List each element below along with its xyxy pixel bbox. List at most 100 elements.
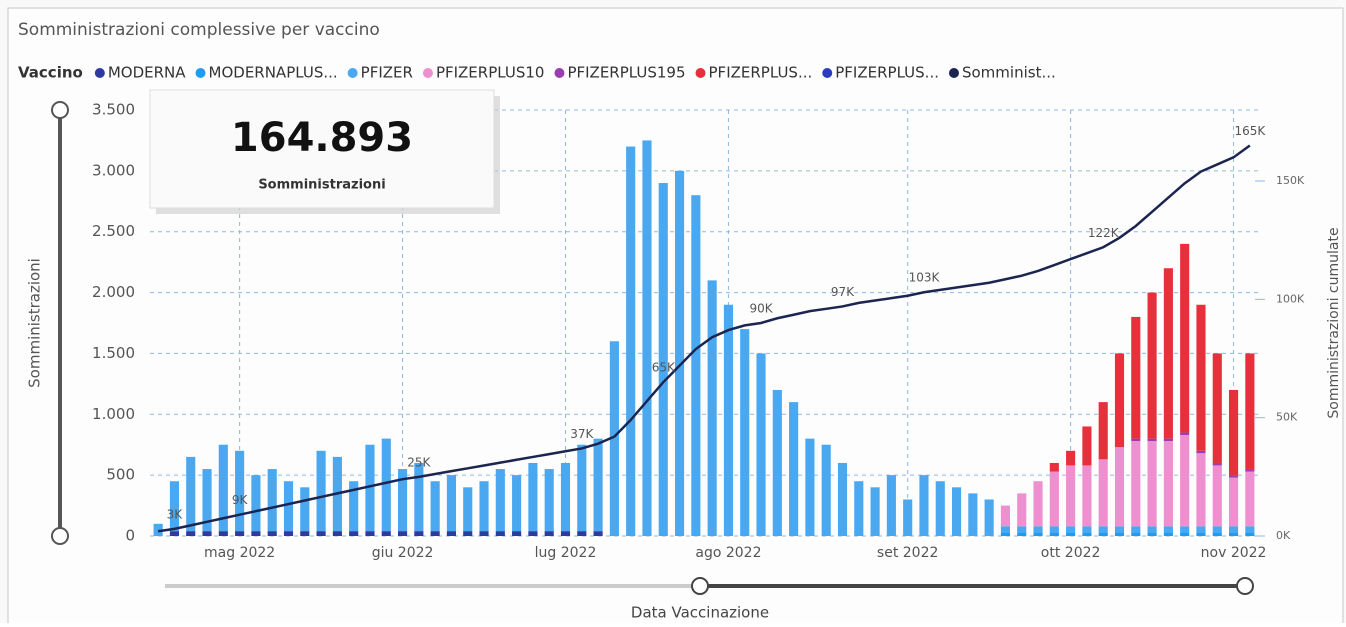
- bar: [332, 531, 342, 536]
- bar: [1180, 434, 1190, 527]
- y2-axis-title: Somministrazioni cumulate: [1326, 227, 1342, 418]
- y-tick-label: 500: [106, 466, 135, 484]
- bar: [984, 499, 994, 536]
- data-label: 122K: [1088, 226, 1120, 240]
- data-label: 3K: [167, 507, 184, 521]
- bar: [1131, 316, 1141, 439]
- bar: [1098, 526, 1108, 533]
- bar: [169, 481, 180, 532]
- bar: [1196, 453, 1206, 527]
- legend-marker: [195, 68, 206, 78]
- bar: [544, 469, 554, 532]
- bar: [202, 531, 212, 536]
- slider-handle[interactable]: [1236, 577, 1254, 595]
- x-tick-label: ott 2022: [1041, 545, 1101, 561]
- bar: [1163, 526, 1173, 533]
- bar: [1196, 532, 1206, 536]
- bar: [235, 531, 245, 536]
- bar: [1082, 526, 1092, 533]
- bar: [968, 493, 978, 536]
- bar: [495, 531, 505, 536]
- x-tick-label: ago 2022: [695, 545, 761, 561]
- bar: [1033, 532, 1043, 536]
- bar: [479, 531, 489, 536]
- bar: [772, 389, 782, 536]
- bar: [1163, 441, 1173, 527]
- bar: [1180, 243, 1190, 433]
- bar: [300, 487, 310, 532]
- bar: [316, 531, 326, 536]
- legend-marker: [422, 68, 433, 78]
- bar: [1098, 402, 1108, 460]
- bar: [1066, 450, 1076, 466]
- bar: [1245, 469, 1255, 472]
- bar: [1212, 532, 1222, 536]
- bar: [1180, 532, 1190, 536]
- bar: [365, 444, 375, 532]
- bar: [202, 469, 212, 532]
- bar: [1196, 304, 1206, 451]
- bar: [1147, 292, 1157, 439]
- bar: [186, 531, 196, 536]
- x-axis-title: Data Vaccinazione: [631, 604, 769, 622]
- legend-marker: [94, 68, 105, 78]
- bar: [1017, 532, 1027, 536]
- y2-tick-label: 0K: [1276, 529, 1291, 542]
- bar: [658, 183, 668, 536]
- bar: [283, 531, 294, 536]
- bar: [1163, 268, 1173, 439]
- bar: [805, 438, 815, 536]
- y2-tick-label: 100K: [1276, 292, 1305, 305]
- legend-marker: [695, 68, 706, 78]
- bar: [593, 531, 603, 536]
- slider-handle[interactable]: [51, 527, 69, 545]
- y-tick-label: 3.500: [92, 101, 135, 119]
- bar: [1000, 505, 1011, 527]
- bar: [512, 531, 522, 536]
- bar: [560, 462, 571, 532]
- bar: [528, 462, 538, 532]
- bar: [381, 531, 391, 536]
- bar: [283, 481, 294, 532]
- bar: [1196, 526, 1206, 533]
- bar: [626, 146, 636, 536]
- bar: [1017, 526, 1027, 533]
- data-label: 25K: [407, 455, 431, 469]
- bar: [1228, 475, 1239, 478]
- y2-tick-label: 50K: [1276, 411, 1298, 424]
- x-tick-label: giu 2022: [372, 545, 434, 561]
- bar: [1228, 532, 1239, 536]
- bar: [789, 402, 799, 536]
- bar: [463, 531, 473, 536]
- bar: [300, 531, 310, 536]
- bar: [1147, 532, 1157, 536]
- y-axis-title: Somministrazioni: [26, 258, 44, 388]
- bar: [251, 531, 261, 536]
- bar: [1245, 353, 1255, 470]
- legend-marker: [554, 68, 565, 78]
- bar: [1082, 532, 1092, 536]
- bar: [316, 450, 326, 532]
- bar: [1000, 532, 1011, 536]
- slider-handle[interactable]: [51, 101, 69, 119]
- bar: [1131, 441, 1141, 527]
- y-tick-label: 2.500: [92, 222, 135, 240]
- legend-title: Vaccino: [18, 64, 83, 82]
- bar: [1196, 450, 1206, 454]
- bar: [642, 140, 652, 536]
- bar: [854, 481, 864, 536]
- x-tick-label: mag 2022: [204, 545, 275, 561]
- bar: [397, 531, 408, 536]
- bar: [1163, 438, 1173, 442]
- bar: [218, 444, 228, 532]
- x-tick-label: nov 2022: [1201, 545, 1267, 561]
- bar: [1098, 532, 1108, 536]
- bar: [740, 329, 750, 536]
- kpi-label: Somministrazioni: [258, 178, 385, 193]
- bar: [609, 341, 619, 536]
- bar: [1147, 441, 1157, 527]
- slider-handle[interactable]: [691, 577, 709, 595]
- bar: [1066, 526, 1076, 533]
